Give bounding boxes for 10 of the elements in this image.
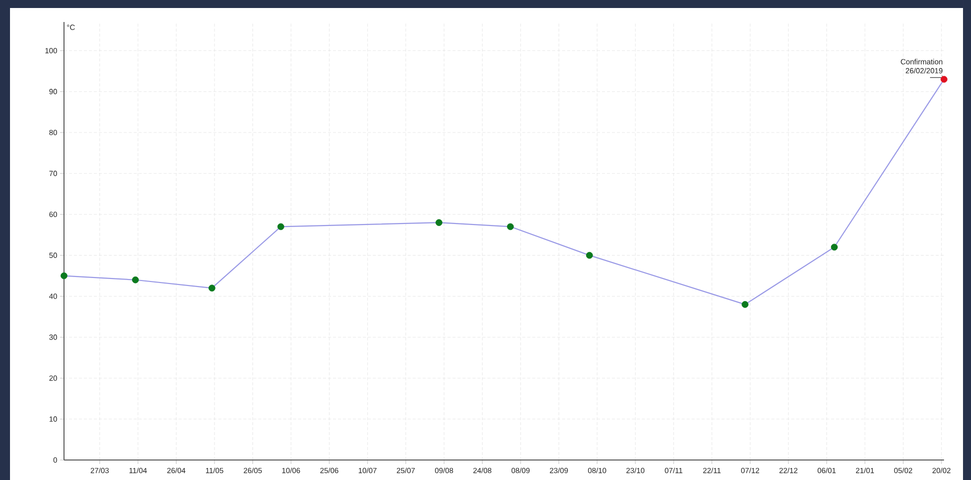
point [277, 223, 284, 230]
point [940, 76, 948, 83]
point [742, 301, 748, 308]
point [506, 223, 514, 230]
point [208, 284, 216, 292]
point [830, 244, 838, 251]
point [60, 272, 68, 280]
point [586, 252, 593, 259]
point [436, 219, 442, 226]
point [132, 276, 139, 284]
